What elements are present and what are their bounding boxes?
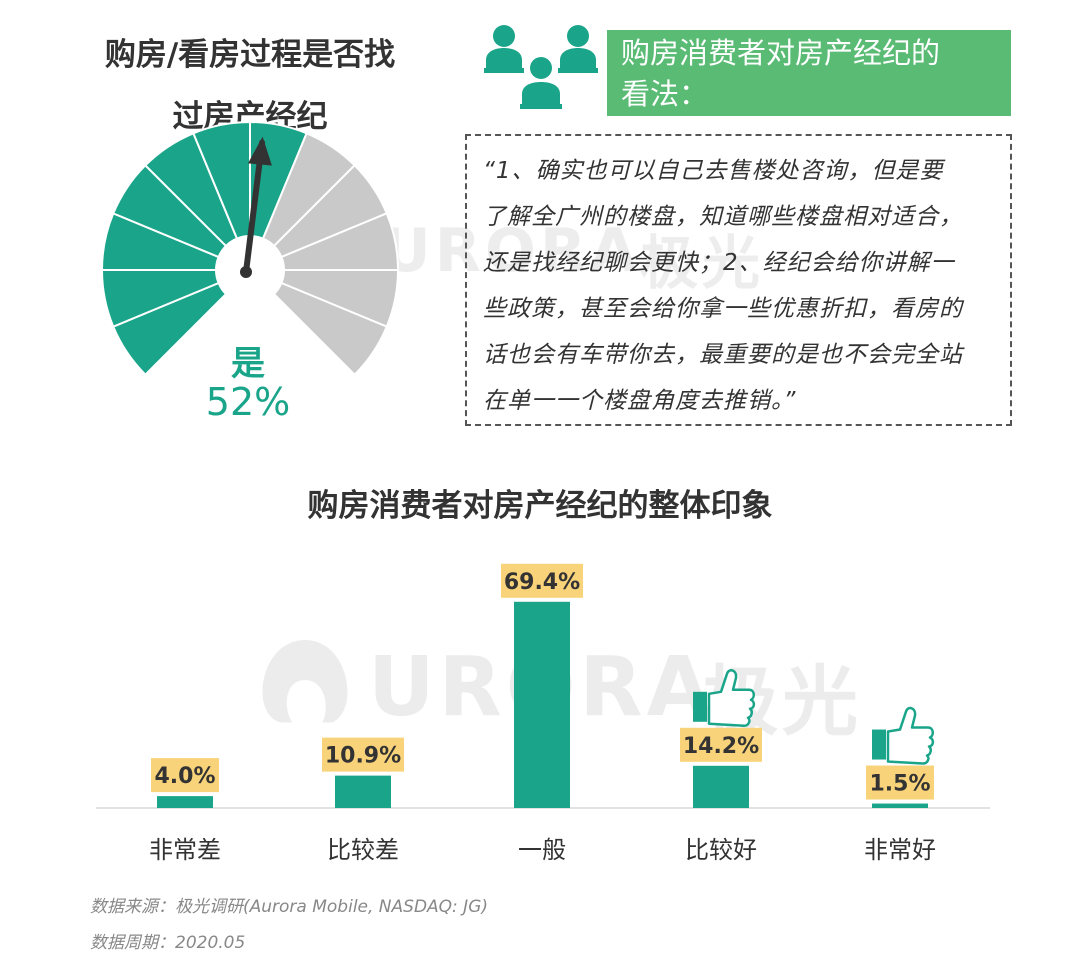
period-note: 数据周期：2020.05 — [90, 933, 246, 953]
gauge-sector — [272, 281, 389, 377]
quote-line: “1、确实也可以自己去售楼处咨询，但是要 — [483, 158, 944, 184]
value-label-background — [866, 765, 934, 800]
value-label: 14.2% — [683, 734, 759, 759]
value-label: 1.5% — [869, 772, 930, 797]
value-label: 4.0% — [154, 764, 215, 789]
value-label-background — [680, 727, 762, 762]
watermark-brand: URORA — [382, 216, 641, 286]
quote-line: 些政策，甚至会给你拿一些优惠折扣，看房的 — [483, 296, 963, 322]
bar — [693, 765, 749, 808]
gauge-percent: 52% — [205, 380, 291, 424]
value-label-background — [501, 563, 583, 598]
category-label: 非常差 — [149, 836, 221, 864]
thumbs-up-icon — [872, 706, 935, 765]
category-label: 非常好 — [864, 836, 936, 864]
value-label: 10.9% — [325, 744, 401, 769]
gauge-needle-arrowhead — [248, 136, 272, 166]
gauge-title-line1: 购房/看房过程是否找 — [104, 37, 396, 73]
people-group-icon — [484, 25, 598, 109]
quote-line: 话也会有车带你去，最重要的是也不会完全站 — [483, 342, 963, 368]
bar — [872, 803, 928, 808]
gauge-answer: 是 — [231, 344, 265, 384]
source-note: 数据来源：极光调研(Aurora Mobile, NASDAQ: JG) — [90, 897, 488, 917]
bar — [514, 601, 570, 808]
category-label: 比较差 — [327, 836, 399, 864]
bar — [157, 796, 213, 808]
gauge-chart — [100, 120, 400, 377]
category-label: 比较好 — [685, 836, 757, 864]
quote-line: 在单一一个楼盘角度去推销。” — [483, 388, 797, 414]
bar-chart-title: 购房消费者对房产经纪的整体印象 — [307, 488, 773, 524]
bar-chart: 4.0% 非常差 10.9% 比较差 69.4% 一般 14.2% 比较好 1.5% 非常好 — [96, 563, 990, 864]
thumbs-up-icon — [693, 669, 756, 728]
value-label-background — [151, 758, 219, 793]
gauge-needle-hub — [240, 266, 252, 278]
quote-line: 了解全广州的楼盘，知道哪些楼盘相对适合， — [483, 204, 963, 230]
opinion-banner-line2: 看法： — [621, 77, 709, 111]
opinion-banner: 购房消费者对房产经纪的 看法： — [607, 30, 1011, 116]
bar — [335, 775, 391, 808]
value-label-background — [322, 737, 404, 772]
watermark-cn: 极光 — [640, 229, 765, 297]
category-label: 一般 — [518, 836, 566, 864]
gauge-title: 购房/看房过程是否找 过房产经纪 — [60, 24, 440, 148]
quote-line: 还是找经纪聊会更快；2、经纪会给你讲解一 — [483, 250, 955, 276]
quote-box: “1、确实也可以自己去售楼处咨询，但是要 了解全广州的楼盘，知道哪些楼盘相对适合… — [465, 134, 1012, 426]
opinion-banner-line1: 购房消费者对房产经纪的 — [621, 36, 941, 70]
value-label: 69.4% — [504, 570, 580, 595]
watermark-logo-icon — [262, 640, 348, 723]
